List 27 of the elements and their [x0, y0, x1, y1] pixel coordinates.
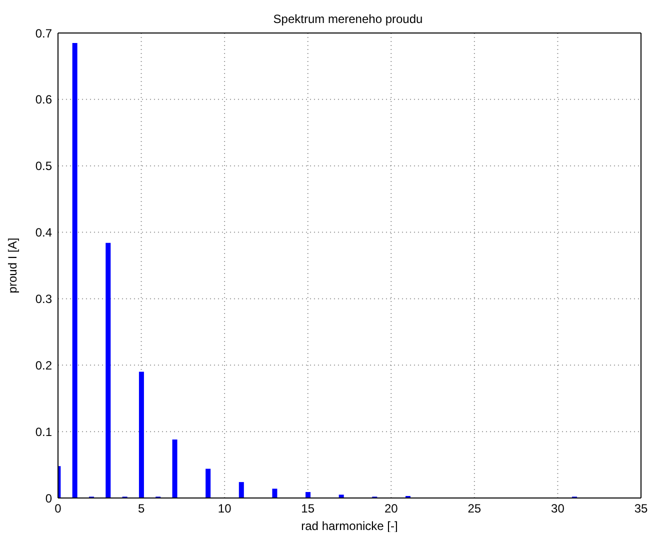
x-tick-label: 15	[301, 502, 315, 516]
y-axis-title: proud I [A]	[5, 238, 20, 294]
x-tick-label: 20	[384, 502, 398, 516]
y-tick-label: 0.1	[35, 424, 52, 439]
x-tick-label: 10	[218, 502, 232, 516]
bar	[306, 492, 311, 498]
bar	[138, 372, 144, 498]
x-tick-label: 25	[468, 502, 482, 516]
bar	[106, 242, 111, 498]
x-tick-label: 30	[551, 502, 565, 516]
bar	[72, 42, 78, 498]
y-tick-label: 0.7	[35, 26, 52, 40]
y-tick-label: 0.3	[35, 292, 52, 306]
chart-title: Spektrum mereneho proudu	[272, 12, 424, 26]
x-tick-label: 35	[634, 502, 648, 516]
x-tick-label: 5	[138, 502, 145, 516]
bar	[238, 482, 244, 498]
y-tick-label: 0.2	[35, 358, 52, 372]
y-tick-label: 0.5	[35, 159, 52, 174]
bar	[272, 488, 278, 498]
bar	[338, 494, 344, 498]
x-tick-label: 0	[54, 502, 62, 516]
y-tick-label: 0.4	[35, 226, 52, 240]
bar	[172, 440, 178, 498]
y-tick-label: 0	[45, 491, 52, 506]
y-tick-label: 0.6	[35, 92, 52, 107]
bar	[206, 468, 211, 498]
